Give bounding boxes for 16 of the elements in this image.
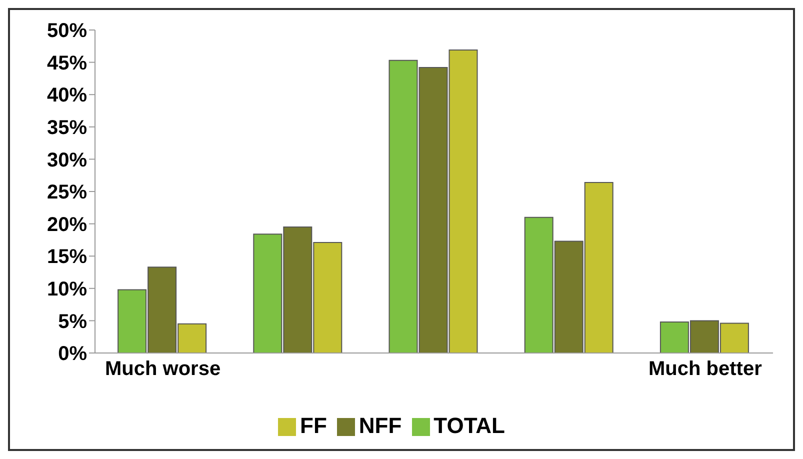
x-tick-label: Much worse — [105, 358, 221, 380]
y-tick-label: 5% — [58, 310, 88, 333]
legend-label: NFF — [358, 413, 402, 438]
y-tick-label: 35% — [46, 117, 88, 139]
legend-label: TOTAL — [434, 413, 505, 438]
y-tick-label: 20% — [46, 214, 88, 236]
y-tick-label: 15% — [46, 246, 88, 268]
y-tick-label: 10% — [46, 278, 88, 300]
legend-label: FF — [300, 413, 327, 438]
x-tick-label: Much better — [648, 358, 762, 380]
y-tick-label: 25% — [46, 182, 88, 204]
y-tick-label: 45% — [46, 52, 88, 74]
y-tick-label: 30% — [46, 149, 88, 172]
y-tick-label: 40% — [46, 84, 88, 107]
y-tick-label: 50% — [46, 20, 88, 42]
y-tick-label: 0% — [58, 343, 88, 366]
